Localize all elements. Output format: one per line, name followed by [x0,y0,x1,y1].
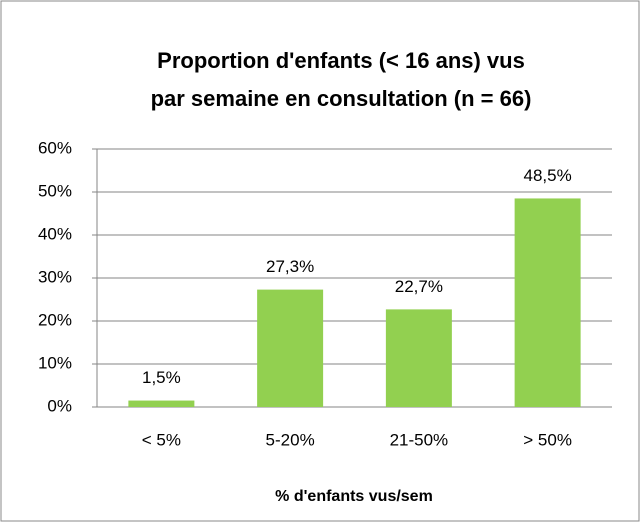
x-tick-label: 5-20% [266,430,315,449]
bar [514,198,581,407]
bar [385,309,452,407]
x-tick-label: < 5% [142,430,181,449]
y-tick-label: 50% [38,181,72,200]
x-axis-label: % d'enfants vus/sem [275,488,433,505]
data-label: 1,5% [142,368,181,387]
bar [257,289,324,407]
y-tick-label: 0% [47,396,72,415]
y-tick-label: 20% [38,310,72,329]
y-tick-label: 60% [38,138,72,157]
data-label: 22,7% [395,277,443,296]
data-label: 48,5% [524,166,572,185]
y-tick-label: 40% [38,224,72,243]
chart-title: par semaine en consultation (n = 66) [151,86,532,111]
x-tick-label: 21-50% [390,430,449,449]
chart-title: Proportion d'enfants (< 16 ans) vus [157,48,525,73]
bar [128,400,195,407]
y-tick-label: 30% [38,267,72,286]
data-label: 27,3% [266,257,314,276]
y-tick-label: 10% [38,353,72,372]
x-tick-label: > 50% [523,430,572,449]
